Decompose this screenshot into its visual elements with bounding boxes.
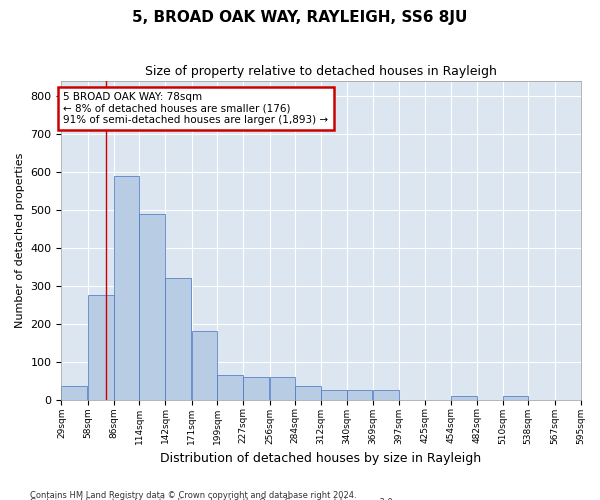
- Bar: [321, 390, 347, 400]
- Bar: [88, 295, 113, 400]
- Bar: [61, 386, 87, 400]
- Bar: [347, 390, 373, 400]
- Bar: [373, 390, 399, 400]
- X-axis label: Distribution of detached houses by size in Rayleigh: Distribution of detached houses by size …: [160, 452, 482, 465]
- Bar: [165, 278, 191, 400]
- Y-axis label: Number of detached properties: Number of detached properties: [15, 152, 25, 328]
- Bar: [451, 396, 477, 400]
- Title: Size of property relative to detached houses in Rayleigh: Size of property relative to detached ho…: [145, 65, 497, 78]
- Bar: [217, 375, 243, 400]
- Text: 5 BROAD OAK WAY: 78sqm
← 8% of detached houses are smaller (176)
91% of semi-det: 5 BROAD OAK WAY: 78sqm ← 8% of detached …: [63, 92, 328, 125]
- Bar: [503, 396, 528, 400]
- Bar: [295, 386, 321, 400]
- Text: 5, BROAD OAK WAY, RAYLEIGH, SS6 8JU: 5, BROAD OAK WAY, RAYLEIGH, SS6 8JU: [133, 10, 467, 25]
- Text: Contains HM Land Registry data © Crown copyright and database right 2024.: Contains HM Land Registry data © Crown c…: [30, 490, 356, 500]
- Bar: [113, 176, 139, 400]
- Bar: [191, 332, 217, 400]
- Bar: [243, 377, 269, 400]
- Bar: [269, 377, 295, 400]
- Text: Contains public sector information licensed under the Open Government Licence v3: Contains public sector information licen…: [30, 498, 395, 500]
- Bar: [139, 214, 165, 400]
